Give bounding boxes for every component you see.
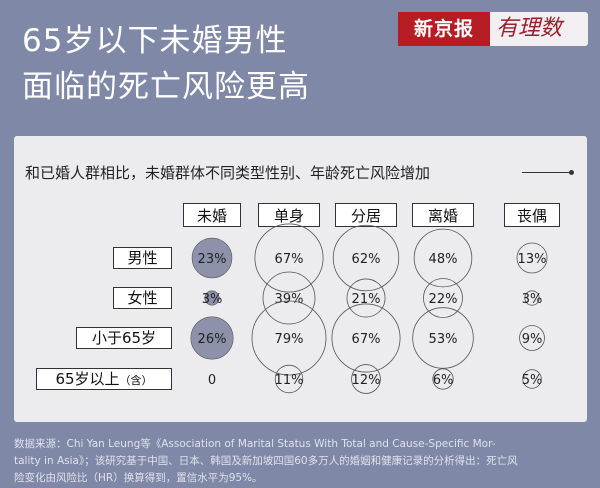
value-label-2-4: 9% [522,332,543,347]
value-label-1-3: 22% [429,292,458,307]
bubble-1-3 [423,278,463,318]
value-label-0-2: 62% [352,252,381,267]
data-source-note: 数据来源：Chi Yan Leung等《Association of Marit… [14,436,590,487]
value-label-2-0: 26% [198,332,227,347]
row-header-suffix: （含） [119,374,153,387]
bubble-2-0 [190,316,234,360]
column-header-1: 单身 [258,203,320,227]
bubble-1-4 [524,290,540,306]
bubble-2-2 [331,303,401,373]
footnote-line-1: 数据来源：Chi Yan Leung等《Association of Marit… [14,438,496,450]
value-label-2-3: 53% [429,332,458,347]
subtitle-rule-dot [569,170,574,175]
column-header-2: 分居 [335,203,397,227]
value-label-2-2: 67% [352,332,381,347]
value-label-1-4: 3% [522,292,543,307]
bubble-0-3 [413,228,473,288]
row-header-0: 男性 [113,247,172,269]
bubble-2-1 [251,300,327,376]
value-label-0-0: 23% [198,252,227,267]
value-label-0-4: 13% [518,252,547,267]
value-label-3-2: 12% [352,373,381,388]
bubble-0-4 [516,242,548,274]
bubble-1-0 [204,290,220,306]
value-label-0-3: 48% [429,252,458,267]
column-header-4: 丧偶 [504,203,560,227]
column-header-0: 未婚 [183,203,241,227]
footnote-line-3: 险变化由风险比（HR）换算得到，置信水平为95%。 [14,472,263,484]
value-label-2-1: 79% [275,332,304,347]
brand-column-name: 有理数 [496,16,563,41]
value-label-1-2: 21% [352,292,381,307]
bubble-2-4 [519,325,545,351]
value-label-0-1: 67% [275,252,304,267]
bubble-1-2 [346,278,386,318]
value-label-3-3: 6% [433,373,454,388]
value-label-1-0: 3% [202,292,223,307]
title-line-2: 面临的死亡风险更高 [22,69,310,105]
chart-subtitle: 和已婚人群相比，未婚群体不同类型性别、年龄死亡风险增加 [25,164,431,182]
brand-name: 新京报 [398,12,490,46]
footnote-line-2: tality in Asia》；该研究基于中国、日本、韩国及新加坡四国60多万人… [14,455,518,467]
title-line-1: 65岁以下未婚男性 [22,23,288,59]
bubble-0-2 [332,224,400,292]
value-label-1-1: 39% [275,292,304,307]
bubble-2-3 [412,307,474,369]
bubble-3-3 [432,368,454,390]
bubble-0-1 [254,223,324,293]
value-label-3-1: 11% [275,373,304,388]
bubble-1-1 [262,271,316,325]
row-header-2: 小于65岁 [76,327,172,349]
value-label-3-0: 0 [208,373,216,388]
bubble-0-0 [191,237,233,279]
column-header-3: 离婚 [412,203,474,227]
page-title: 65岁以下未婚男性 面临的死亡风险更高 [22,18,310,110]
bubble-3-1 [274,364,304,394]
bubble-3-2 [351,364,381,394]
row-header-3: 65岁以上（含） [36,368,172,390]
bubble-3-4 [522,369,542,389]
brand-logo: 新京报 有理数 [398,12,588,46]
subtitle-rule [522,172,572,173]
value-label-3-4: 5% [522,373,543,388]
row-header-1: 女性 [113,287,172,309]
